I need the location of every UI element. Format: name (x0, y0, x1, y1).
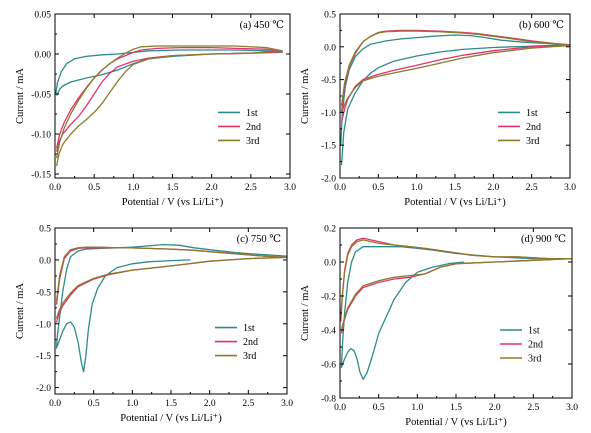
x-tick-label: 3.0 (281, 399, 293, 409)
y-axis-title: Current / mA (300, 285, 311, 341)
y-tick-label: -0.5 (321, 76, 336, 86)
y-tick-label: 0.05 (34, 11, 51, 21)
x-tick-label: 1.5 (167, 183, 179, 193)
y-tick-label: 0.5 (39, 225, 51, 235)
panel-title: (b) 600 ℃ (519, 20, 564, 31)
y-tick-label: -0.5 (36, 288, 51, 298)
legend-label-3rd: 3rd (246, 136, 259, 147)
x-axis-title: Potential / V (vs Li/Li⁺) (120, 413, 222, 424)
y-tick-label: 0.0 (324, 259, 336, 269)
y-tick-label: -0.15 (31, 171, 51, 181)
series-line-1st (340, 34, 571, 165)
y-tick-label: -2.0 (321, 175, 336, 185)
legend-label-2nd: 2nd (528, 340, 543, 351)
y-tick-label: -0.10 (31, 131, 51, 141)
x-tick-label: 1.5 (165, 399, 177, 409)
panel-title: (d) 900 ℃ (521, 234, 566, 245)
chart-panel-1: 0.0 0.5 1.0 1.5 2.0 2.5 3.0 0.05 0.00 -0.05 -0.10 -… (15, 11, 296, 209)
x-tick-label: 2.5 (242, 399, 254, 409)
y-tick-label: 0.5 (324, 11, 336, 21)
y-tick-label: -0.05 (31, 91, 51, 101)
legend-label-1st: 1st (528, 326, 540, 337)
x-tick-label: 3.0 (284, 183, 296, 193)
legend-label-2nd: 2nd (243, 337, 258, 348)
y-tick-label: -1.0 (321, 109, 336, 119)
y-tick-label: -1.5 (36, 352, 51, 362)
y-axis-title: Current / mA (300, 68, 311, 124)
legend-label-3rd: 3rd (526, 136, 539, 147)
x-tick-label: 1.0 (411, 403, 423, 413)
x-tick-label: 2.0 (204, 399, 216, 409)
y-tick-label: -0.8 (321, 395, 336, 405)
x-tick-label: 3.0 (564, 183, 576, 193)
series-line-3rd (340, 239, 573, 331)
x-tick-label: 2.0 (487, 183, 499, 193)
y-tick-label: 0.0 (39, 256, 51, 266)
y-axis-title: Current / mA (15, 68, 26, 124)
x-tick-label: 2.5 (245, 183, 257, 193)
series-line-1st (340, 246, 572, 380)
y-tick-label: -0.6 (321, 361, 336, 371)
panel-title: (a) 450 ℃ (240, 20, 285, 31)
x-axis-title: Potential / V (vs Li/Li⁺) (405, 417, 507, 428)
series-line-1st (55, 243, 288, 373)
legend-label-1st: 1st (526, 108, 538, 119)
x-tick-label: 0.5 (373, 403, 385, 413)
chart-panel-2: 0.0 0.5 1.0 1.5 2.0 2.5 3.0 0.5 0.0 -0.5 -1.0 -1.5 -… (300, 11, 576, 209)
x-tick-label: 1.0 (411, 183, 423, 193)
x-axis-title: Potential / V (vs Li/Li⁺) (122, 197, 224, 208)
legend-label-1st: 1st (243, 323, 255, 334)
y-tick-label: -0.4 (321, 327, 336, 337)
panel-title: (c) 750 ℃ (237, 234, 282, 245)
legend-label-3rd: 3rd (528, 354, 541, 365)
x-tick-label: 0.5 (88, 399, 100, 409)
legend-label-2nd: 2nd (526, 122, 541, 133)
y-tick-label: 0.2 (324, 225, 336, 235)
plot-frame (54, 227, 288, 395)
x-tick-label: 0.5 (372, 183, 384, 193)
plot-frame (54, 13, 291, 179)
x-tick-label: 0.0 (334, 183, 346, 193)
x-tick-label: 2.0 (206, 183, 218, 193)
legend-label-3rd: 3rd (243, 351, 256, 362)
y-tick-label: 0.00 (34, 51, 51, 61)
x-tick-label: 2.5 (527, 403, 539, 413)
series-line-1st (55, 49, 283, 96)
x-tick-label: 2.0 (489, 403, 501, 413)
x-tick-label: 0.5 (88, 183, 100, 193)
y-tick-label: -1.5 (321, 142, 336, 152)
x-axis-title: Potential / V (vs Li/Li⁺) (404, 197, 506, 208)
x-tick-label: 0.0 (334, 403, 346, 413)
y-axis-title: Current / mA (15, 283, 26, 339)
x-tick-label: 1.5 (450, 403, 462, 413)
series-line-3rd (340, 30, 571, 113)
series-line-3rd (55, 246, 288, 319)
y-tick-label: -1.0 (36, 320, 51, 330)
y-tick-label: -2.0 (36, 384, 51, 394)
plot-frame (339, 13, 571, 179)
x-tick-label: 0.0 (49, 399, 61, 409)
chart-panel-3: 0.0 0.5 1.0 1.5 2.0 2.5 3.0 0.5 0.0 -0.5 -1.0 -1.5 -… (15, 225, 293, 425)
y-tick-label: 0.0 (324, 43, 336, 53)
series-line-3rd (55, 45, 283, 167)
x-tick-label: 2.5 (526, 183, 538, 193)
legend-label-1st: 1st (246, 108, 258, 119)
legend-label-2nd: 2nd (246, 122, 261, 133)
x-tick-label: 0.0 (49, 183, 61, 193)
x-tick-label: 1.5 (449, 183, 461, 193)
y-tick-label: -0.2 (321, 293, 336, 303)
x-tick-label: 1.0 (127, 183, 139, 193)
x-tick-label: 3.0 (566, 403, 578, 413)
chart-panel-4: 0.0 0.5 1.0 1.5 2.0 2.5 3.0 0.2 0.0 -0.2 -0.4 -0.6 -… (300, 225, 578, 429)
x-tick-label: 1.0 (126, 399, 138, 409)
